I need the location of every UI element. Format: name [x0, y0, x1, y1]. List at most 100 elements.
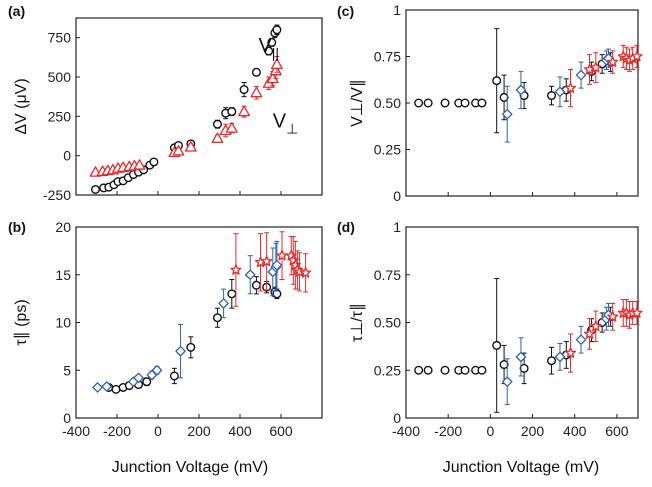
y-tick-label: 0.25 — [374, 142, 401, 158]
data-point — [250, 86, 263, 98]
data-point — [575, 334, 587, 345]
data-point — [519, 363, 529, 373]
y-tick-label: 0.25 — [374, 362, 401, 378]
y-tick-label: 1 — [393, 219, 401, 235]
data-point — [547, 91, 557, 101]
x-tick-label: 600 — [269, 423, 293, 439]
data-point — [499, 360, 509, 370]
data-point — [460, 98, 470, 108]
data-point — [270, 58, 283, 70]
data-point — [90, 184, 100, 194]
data-point — [414, 365, 424, 375]
y-tick-label: 0.75 — [374, 267, 401, 283]
series-circle — [104, 276, 282, 394]
y-tick-label: -250 — [43, 187, 71, 203]
data-point — [251, 67, 261, 77]
data-point — [261, 255, 273, 267]
data-point — [631, 50, 643, 62]
data-point — [515, 84, 527, 96]
y-tick-label: 0.75 — [374, 49, 401, 65]
series-diamond — [501, 302, 614, 406]
data-point — [575, 69, 587, 81]
data-point — [590, 61, 602, 73]
x-tick-label: -200 — [103, 423, 131, 439]
data-point — [300, 266, 312, 278]
data-point — [607, 56, 619, 67]
data-point — [440, 98, 450, 108]
data-point — [272, 25, 282, 35]
data-point — [218, 298, 229, 309]
series-diamond — [501, 48, 614, 143]
data-point — [564, 82, 577, 93]
y-tick-label: 0 — [63, 410, 71, 426]
data-point — [245, 269, 256, 280]
y-tick-label: 0.50 — [374, 95, 401, 111]
data-point — [477, 365, 487, 375]
data-point — [92, 382, 103, 393]
y-tick-label: 20 — [55, 219, 71, 235]
data-point — [267, 37, 277, 47]
x-tick-label: 0 — [154, 423, 162, 439]
data-point — [186, 342, 196, 352]
data-point — [460, 365, 470, 375]
panel-d: -400 -200 0 200 400 600 0 0.25 0.50 0.75 1 (d) τ⊥/τ∥ — [337, 219, 643, 439]
data-point — [515, 351, 527, 363]
series-circle — [414, 28, 616, 134]
x-tick-label: 200 — [187, 423, 211, 439]
data-point — [276, 249, 288, 261]
x-tick-label: -400 — [392, 423, 420, 439]
x-tick-label: 600 — [605, 423, 629, 439]
data-point — [501, 108, 513, 120]
x-tick-label: 400 — [228, 423, 252, 439]
series-diamond — [92, 240, 283, 393]
panel-c: 0 0.25 0.50 0.75 1 (c) V⊥/V∥ — [337, 2, 643, 204]
data-point — [554, 86, 566, 98]
data-point — [631, 307, 643, 318]
y-axis-title: ΔV (μV) — [13, 78, 30, 134]
data-point — [227, 289, 237, 299]
data-point — [238, 105, 251, 117]
data-point — [607, 310, 619, 322]
data-point — [169, 371, 179, 381]
panel-a: -250 0 250 500 750 (a) ΔV (μV) V|| V⊥ — [8, 3, 323, 203]
data-point — [251, 280, 261, 290]
panel-b: -400 -200 0 200 400 600 0 5 10 15 20 (b) τ∥ (ps) — [8, 219, 323, 439]
data-point — [554, 351, 566, 363]
data-point — [227, 107, 237, 117]
x-tick-label: 0 — [486, 423, 494, 439]
data-point — [583, 328, 596, 339]
panel-label: (d) — [337, 219, 355, 235]
y-tick-label: 15 — [55, 267, 71, 283]
series-triangle — [89, 56, 283, 177]
y-tick-label: 500 — [48, 69, 72, 85]
data-point — [239, 85, 249, 95]
series-annotation: V|| — [258, 35, 279, 61]
data-point — [423, 98, 433, 108]
data-point — [590, 320, 602, 332]
data-point — [172, 144, 185, 156]
data-point — [414, 98, 424, 108]
x-axis-title-left: Junction Voltage (mV) — [112, 459, 269, 476]
series-star — [564, 299, 643, 373]
data-point — [212, 119, 222, 129]
x-axis-title-right: Junction Voltage (mV) — [443, 459, 600, 476]
x-tick-label: 400 — [563, 423, 587, 439]
y-tick-label: 0.50 — [374, 315, 401, 331]
series-annotation: V⊥ — [273, 110, 299, 136]
data-point — [293, 266, 306, 277]
data-point — [440, 365, 450, 375]
panel-label: (a) — [8, 3, 25, 19]
y-tick-label: 0 — [63, 148, 71, 164]
y-tick-label: 0 — [393, 410, 401, 426]
data-point — [423, 365, 433, 375]
y-tick-label: 5 — [63, 362, 71, 378]
y-tick-label: 750 — [48, 30, 72, 46]
x-tick-label: 200 — [521, 423, 545, 439]
x-tick-label: -400 — [62, 423, 90, 439]
data-point — [271, 259, 283, 271]
y-axis-title: τ⊥/τ∥ — [349, 303, 366, 342]
data-point — [149, 157, 159, 167]
data-point — [501, 376, 513, 387]
